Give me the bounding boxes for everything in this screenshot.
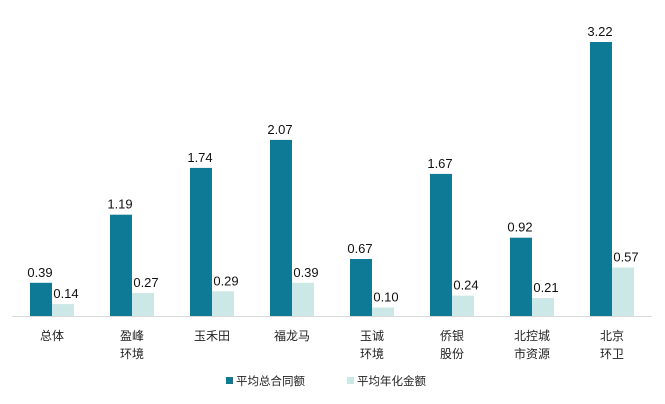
category-label-7-line-1: 北控城 bbox=[514, 329, 550, 343]
category-label-1: 总体 bbox=[40, 329, 64, 343]
category-label-7-line-2: 市资源 bbox=[514, 346, 550, 361]
data-label-2-3: 0.29 bbox=[213, 273, 238, 288]
category-label-5-line-1: 玉诚 bbox=[360, 329, 384, 343]
data-label-1-6: 1.67 bbox=[427, 156, 452, 171]
category-label-2-line-1: 盈峰 bbox=[120, 329, 144, 343]
data-label-1-3: 1.74 bbox=[187, 150, 212, 165]
legend-swatch-1 bbox=[226, 377, 233, 384]
category-label-3: 玉禾田 bbox=[194, 329, 230, 343]
bar-2-5 bbox=[372, 307, 394, 316]
bar-2-1 bbox=[52, 304, 74, 316]
bar-1-1 bbox=[30, 282, 52, 316]
legend-label-2: 平均年化金额 bbox=[357, 374, 426, 388]
data-label-1-7: 0.92 bbox=[507, 220, 532, 235]
data-label-2-7: 0.21 bbox=[533, 280, 558, 295]
category-label-4: 福龙马 bbox=[274, 328, 310, 343]
category-label-2-line-2: 环境 bbox=[120, 346, 144, 361]
data-label-2-8: 0.57 bbox=[613, 250, 638, 265]
bar-2-2 bbox=[132, 293, 154, 316]
bar-1-3 bbox=[190, 167, 212, 316]
bar-2-4 bbox=[292, 282, 314, 316]
data-labels-layer: 0.390.141.190.271.740.292.070.390.670.10… bbox=[27, 24, 638, 305]
data-label-1-1: 0.39 bbox=[27, 265, 52, 280]
legend-label-1: 平均总合同额 bbox=[236, 374, 305, 388]
data-label-1-8: 3.22 bbox=[587, 24, 612, 39]
data-label-1-2: 1.19 bbox=[107, 197, 132, 212]
bar-2-8 bbox=[612, 267, 634, 316]
data-label-1-4: 2.07 bbox=[267, 122, 292, 137]
bar-1-4 bbox=[270, 139, 292, 316]
data-label-2-4: 0.39 bbox=[293, 265, 318, 280]
bar-1-6 bbox=[430, 173, 452, 316]
legend-swatch-2 bbox=[347, 377, 354, 384]
category-label-6-line-1: 侨银 bbox=[440, 329, 464, 343]
data-label-1-5: 0.67 bbox=[347, 241, 372, 256]
category-label-8-line-1: 北京 bbox=[600, 329, 624, 343]
bar-1-7 bbox=[510, 237, 532, 316]
bar-1-8 bbox=[590, 42, 612, 316]
data-label-2-6: 0.24 bbox=[453, 278, 478, 293]
data-label-2-5: 0.10 bbox=[373, 290, 398, 305]
category-label-5-line-2: 环境 bbox=[360, 346, 384, 361]
bars-layer bbox=[30, 42, 634, 316]
bar-2-7 bbox=[532, 298, 554, 316]
bar-1-5 bbox=[350, 259, 372, 316]
bar-1-2 bbox=[110, 214, 132, 316]
bar-2-3 bbox=[212, 291, 234, 316]
category-label-8-line-2: 环卫 bbox=[600, 347, 624, 361]
data-label-2-2: 0.27 bbox=[133, 275, 158, 290]
legend: 平均总合同额 平均年化金额 bbox=[226, 374, 426, 388]
bar-2-6 bbox=[452, 295, 474, 316]
category-label-6-line-2: 股份 bbox=[440, 347, 464, 361]
data-label-2-1: 0.14 bbox=[53, 286, 78, 301]
